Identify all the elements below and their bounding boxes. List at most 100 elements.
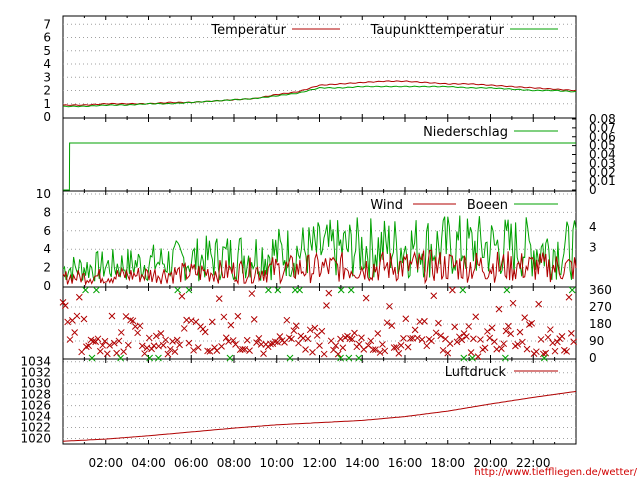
direction-marker [351, 329, 358, 337]
direction-marker [178, 292, 186, 300]
direction-marker [546, 326, 554, 333]
direction-marker [437, 332, 445, 340]
direction-marker [323, 302, 330, 309]
precipitation-y-tick-label: 0.06 [589, 130, 616, 144]
temperature-y-tick-label: 0 [43, 110, 51, 124]
direction-calm-marker [459, 286, 467, 294]
direction-marker [551, 347, 559, 355]
direction-marker [451, 323, 459, 331]
direction-marker [498, 345, 505, 352]
direction-marker [563, 348, 571, 355]
direction-marker [411, 326, 419, 334]
direction-calm-marker [503, 286, 511, 294]
direction-marker [80, 315, 88, 323]
direction-marker [348, 335, 356, 343]
direction-calm-marker [337, 354, 344, 362]
direction-marker [246, 347, 253, 354]
direction-marker [393, 343, 400, 351]
x-tick-label: 10:00 [259, 456, 294, 470]
pressure-y-tick-label: 1020 [20, 432, 51, 446]
temperature-y-tick-label: 2 [43, 84, 51, 98]
direction-marker [166, 345, 174, 353]
temperature-line [62, 80, 577, 106]
legend-precipitation-label: Niederschlag [423, 125, 508, 140]
direction-marker [171, 348, 179, 355]
direction-marker [570, 338, 578, 346]
direction-marker [390, 344, 398, 351]
direction-marker [453, 338, 461, 346]
direction-marker [484, 328, 491, 335]
direction-marker [108, 312, 116, 320]
temperature-y-tick-label: 6 [43, 31, 51, 45]
direction-marker [306, 326, 314, 334]
direction-calm-marker [502, 354, 509, 362]
direction-marker [134, 329, 141, 337]
direction-marker [320, 350, 328, 358]
direction-marker [362, 294, 370, 302]
direction-marker [553, 338, 561, 346]
direction-marker [372, 346, 379, 353]
temperature-y-tick-label: 7 [43, 17, 51, 31]
direction-marker [201, 328, 209, 336]
direction-calm-marker [185, 286, 193, 294]
direction-marker [316, 342, 323, 349]
gust-line [62, 215, 577, 282]
direction-marker [381, 347, 389, 355]
direction-marker [89, 337, 97, 345]
direction-marker [145, 334, 153, 342]
direction-marker [206, 348, 214, 355]
direction-marker [477, 336, 484, 343]
legend-gust-label: Boeen [467, 198, 508, 213]
direction-marker [418, 336, 426, 343]
direction-marker [64, 318, 72, 326]
pressure-y-tick-label: 1028 [20, 388, 51, 402]
direction-marker [113, 349, 120, 357]
direction-marker [369, 346, 377, 353]
direction-marker [169, 338, 176, 345]
direction-marker [481, 344, 489, 352]
x-tick-label: 22:00 [516, 456, 551, 470]
direction-calm-marker [291, 286, 299, 294]
direction-marker [208, 318, 216, 326]
data-series [59, 80, 578, 442]
direction-marker [129, 317, 137, 325]
direction-calm-marker [226, 354, 234, 362]
direction-calm-marker [117, 354, 124, 362]
wind-y-tick-label: 2 [43, 261, 51, 275]
direction-marker [117, 329, 125, 336]
direction-marker [332, 342, 340, 349]
direction-marker [404, 343, 412, 351]
direction-marker [395, 350, 403, 357]
direction-marker [227, 321, 235, 329]
direction-marker [248, 290, 256, 297]
direction-marker [565, 293, 573, 301]
direction-marker [537, 336, 545, 343]
direction-marker [162, 336, 169, 344]
direction-marker [516, 328, 524, 336]
direction-marker [243, 336, 251, 344]
direction-marker [400, 335, 407, 342]
legend-pressure-label: Luftdruck [445, 365, 507, 380]
direction-marker [66, 336, 74, 343]
x-tick-label: 16:00 [388, 456, 423, 470]
direction-y-tick-label: 270 [589, 300, 612, 314]
x-tick-label: 02:00 [88, 456, 123, 470]
direction-marker [414, 334, 421, 342]
temperature-y-tick-label: 1 [43, 97, 51, 111]
direction-marker [59, 299, 67, 306]
precipitation-y-tick-label: 0.05 [589, 139, 616, 153]
direction-marker [215, 295, 223, 303]
direction-marker [276, 333, 284, 340]
direction-marker [180, 325, 188, 332]
direction-marker [318, 327, 326, 335]
pressure-y-tick-label: 1032 [20, 366, 51, 380]
direction-marker [290, 327, 298, 334]
direction-marker [222, 334, 230, 342]
direction-marker [367, 337, 375, 345]
tick-labels: 0123456700.010.020.030.040.050.060.070.0… [20, 17, 615, 470]
direction-marker [567, 329, 575, 337]
direction-marker [386, 302, 393, 310]
direction-marker [456, 333, 463, 341]
direction-marker [519, 338, 526, 346]
